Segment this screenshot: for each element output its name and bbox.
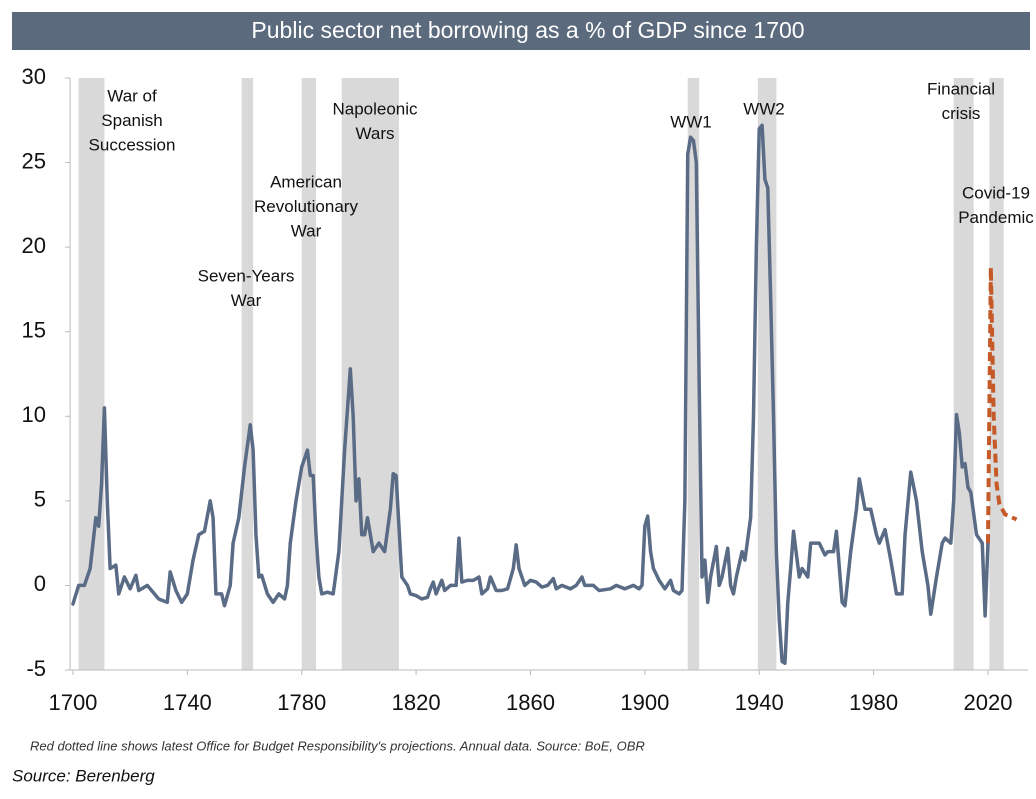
y-tick-label: -5 (26, 656, 46, 681)
annotation: American (270, 172, 342, 191)
y-tick-label: 10 (22, 402, 46, 427)
source: Source: Berenberg (12, 766, 155, 785)
annotation: Pandemic (958, 208, 1034, 227)
x-tick-label: 1740 (163, 690, 212, 715)
y-tick-label: 0 (34, 571, 46, 596)
annotation: WW2 (743, 99, 785, 118)
annotation: Seven-Years (198, 266, 295, 285)
annotation: War (231, 291, 262, 310)
x-tick-label: 1900 (620, 690, 669, 715)
title-bar (12, 12, 1030, 50)
chart-title: Public sector net borrowing as a % of GD… (251, 17, 804, 43)
shaded-period (78, 78, 105, 670)
data-line (985, 265, 1018, 544)
annotation: Covid-19 (962, 183, 1030, 202)
shaded-period (989, 78, 1004, 670)
annotation: WW1 (670, 112, 712, 131)
y-tick-label: 25 (22, 148, 46, 173)
data-line (71, 123, 990, 665)
y-tick-label: 20 (22, 233, 46, 258)
shaded-period (687, 78, 700, 670)
x-tick-label: 1820 (392, 690, 441, 715)
annotation: Financial (927, 79, 995, 98)
shaded-period (757, 78, 777, 670)
y-tick-label: 15 (22, 318, 46, 343)
annotation: Revolutionary (254, 197, 358, 216)
annotation: crisis (942, 104, 981, 123)
y-tick-label: 30 (22, 64, 46, 89)
x-tick-label: 1860 (506, 690, 555, 715)
x-tick-label: 2020 (963, 690, 1012, 715)
shaded-period (953, 78, 974, 670)
annotation: Spanish (101, 111, 162, 130)
annotation: Napoleonic (332, 99, 418, 118)
x-tick-label: 1700 (48, 690, 97, 715)
x-tick-label: 1980 (849, 690, 898, 715)
x-tick-label: 1940 (735, 690, 784, 715)
y-tick-label: 5 (34, 487, 46, 512)
annotation: War of (107, 86, 157, 105)
x-tick-label: 1780 (277, 690, 326, 715)
annotation: Succession (89, 135, 176, 154)
annotation: Wars (355, 124, 394, 143)
footnote: Red dotted line shows latest Office for … (30, 738, 645, 753)
shaded-period (301, 78, 317, 670)
shaded-period (241, 78, 254, 670)
annotation: War (291, 221, 322, 240)
